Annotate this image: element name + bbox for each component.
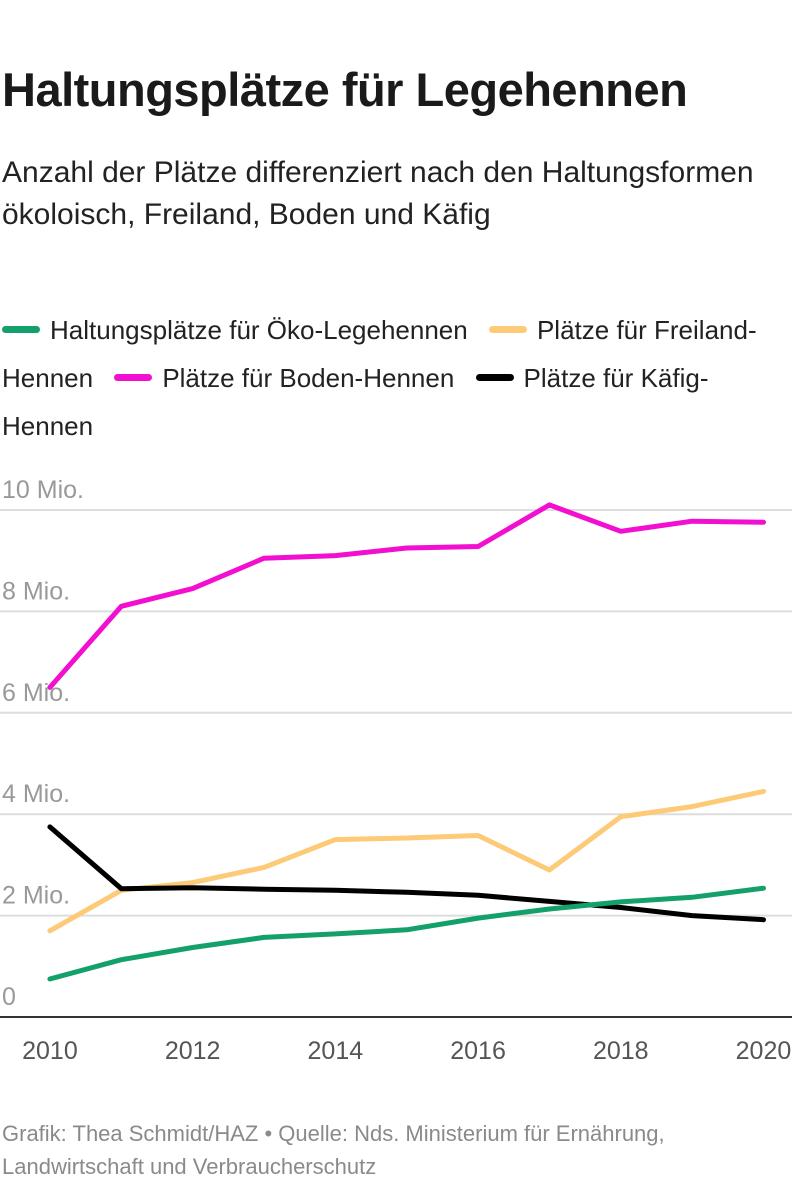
chart-subtitle: Anzahl der Plätze differenziert nach den… bbox=[2, 156, 754, 231]
legend-item-freiland: Plätze für Freiland-Hennen bbox=[2, 315, 757, 393]
x-tick-label: 2012 bbox=[165, 1037, 221, 1065]
legend-label-boden: Plätze für Boden-Hennen bbox=[162, 363, 455, 393]
legend-label-freiland: Plätze für Freiland-Hennen bbox=[2, 315, 757, 393]
legend-item-boden: Plätze für Boden-Hennen bbox=[114, 363, 454, 393]
legend-swatch-freiland bbox=[488, 325, 527, 333]
series-line bbox=[47, 885, 766, 982]
legend: Haltungsplätze für Öko-Legehennen Plätze… bbox=[2, 306, 794, 450]
y-tick-label: 0 bbox=[2, 983, 16, 1011]
source-credit: Grafik: Thea Schmidt/HAZ • Quelle: Nds. … bbox=[2, 1121, 665, 1179]
x-tick-label: 2010 bbox=[22, 1037, 78, 1065]
legend-item-kaefig: Plätze für Käfig-Hennen bbox=[2, 363, 709, 441]
x-tick-label: 2018 bbox=[593, 1037, 649, 1065]
legend-swatch-oeko bbox=[2, 325, 40, 333]
y-tick-label: 2 Mio. bbox=[2, 882, 70, 910]
legend-item-oeko: Haltungsplätze für Öko-Legehennen bbox=[2, 315, 468, 345]
y-tick-label: 4 Mio. bbox=[2, 780, 70, 808]
x-tick-label: 2016 bbox=[450, 1037, 506, 1065]
y-tick-label: 8 Mio. bbox=[2, 577, 70, 605]
x-tick-label: 2014 bbox=[308, 1037, 364, 1065]
series-line bbox=[47, 824, 766, 923]
legend-swatch-boden bbox=[114, 373, 153, 381]
series-line bbox=[47, 502, 766, 690]
x-tick-label: 2020 bbox=[736, 1037, 792, 1065]
legend-label-kaefig: Plätze für Käfig-Hennen bbox=[2, 363, 709, 441]
y-tick-label: 10 Mio. bbox=[2, 476, 84, 504]
y-tick-label: 6 Mio. bbox=[2, 679, 70, 707]
chart-title: Haltungsplätze für Legehennen bbox=[2, 63, 688, 116]
legend-swatch-kaefig bbox=[475, 373, 514, 381]
line-chart: 0 2 Mio. 4 Mio. 6 Mio. 8 Mio. 10 Mio. 2010 2012… bbox=[0, 476, 792, 1065]
legend-label-oeko: Haltungsplätze für Öko-Legehennen bbox=[50, 315, 468, 345]
series-line bbox=[47, 788, 766, 934]
